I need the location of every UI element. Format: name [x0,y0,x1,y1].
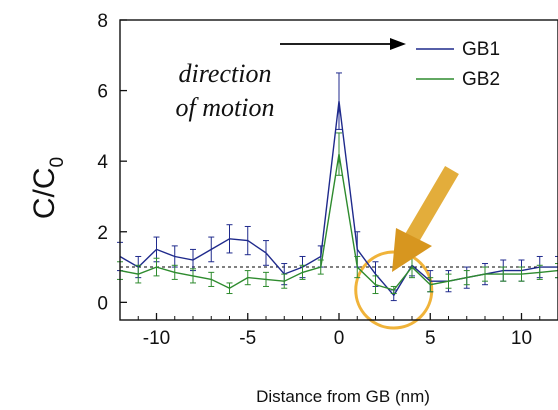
legend: GB1 GB2 [416,39,500,90]
x-tick-label: -5 [239,328,256,349]
annotation-line2: of motion [176,93,275,122]
y-axis-title-subscript: 0 [47,157,68,168]
highlight-arrow-head [392,228,432,272]
series-line-gb1 [119,101,558,297]
series-layer [117,72,558,302]
series-gb2 [117,132,558,295]
legend-label-gb1: GB1 [462,39,500,60]
x-tick-label: 5 [425,328,436,349]
x-tick-label: -10 [143,328,170,349]
highlight-arrow [392,165,459,272]
highlight-layer [354,250,434,330]
x-tick-label: 10 [511,328,532,349]
legend-label-gb2: GB2 [462,69,500,90]
highlight-arrow-shaft [405,165,459,243]
y-tick-label: 8 [97,11,108,32]
y-tick-label: 2 [97,223,108,244]
y-axis-title: C/C0 [28,157,68,219]
highlight-circle [354,250,434,330]
annotation-line1: direction [179,59,272,88]
y-tick-label: 6 [97,82,108,103]
x-tick-label: 0 [334,328,345,349]
y-tick-label: 0 [97,293,108,314]
y-tick-label: 4 [97,152,108,173]
direction-annotation: direction of motion [176,38,406,122]
y-axis-title-main: C/C [28,167,61,219]
direction-arrow-head [390,38,406,50]
x-axis-title: Distance from GB (nm) [256,387,430,406]
tick-layer: 0 2 4 6 8 -10 -5 0 5 10 [97,11,541,349]
